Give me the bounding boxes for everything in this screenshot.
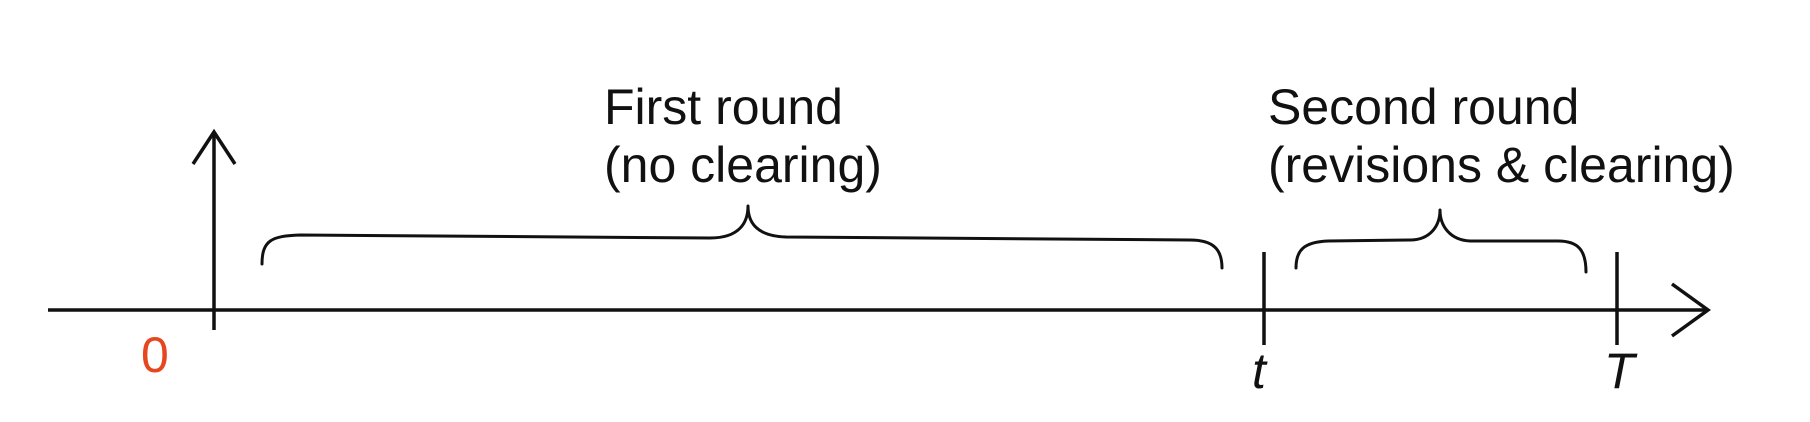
tick-T-label: T: [1604, 343, 1635, 399]
first-round-title: First round: [604, 79, 843, 135]
second-round-brace: [1294, 208, 1588, 274]
first-round-subtitle: (no clearing): [604, 137, 882, 193]
time-axis-arrowhead: [1670, 282, 1711, 338]
origin-label: 0: [141, 327, 169, 383]
second-round-label: Second round (revisions & clearing): [1268, 78, 1735, 194]
second-round-title: Second round: [1268, 79, 1580, 135]
first-round-label: First round (no clearing): [604, 78, 882, 194]
first-round-brace: [260, 204, 1224, 270]
second-round-subtitle: (revisions & clearing): [1268, 137, 1735, 193]
origin-arrowhead: [191, 128, 237, 165]
tick-t-label: t: [1252, 343, 1266, 399]
